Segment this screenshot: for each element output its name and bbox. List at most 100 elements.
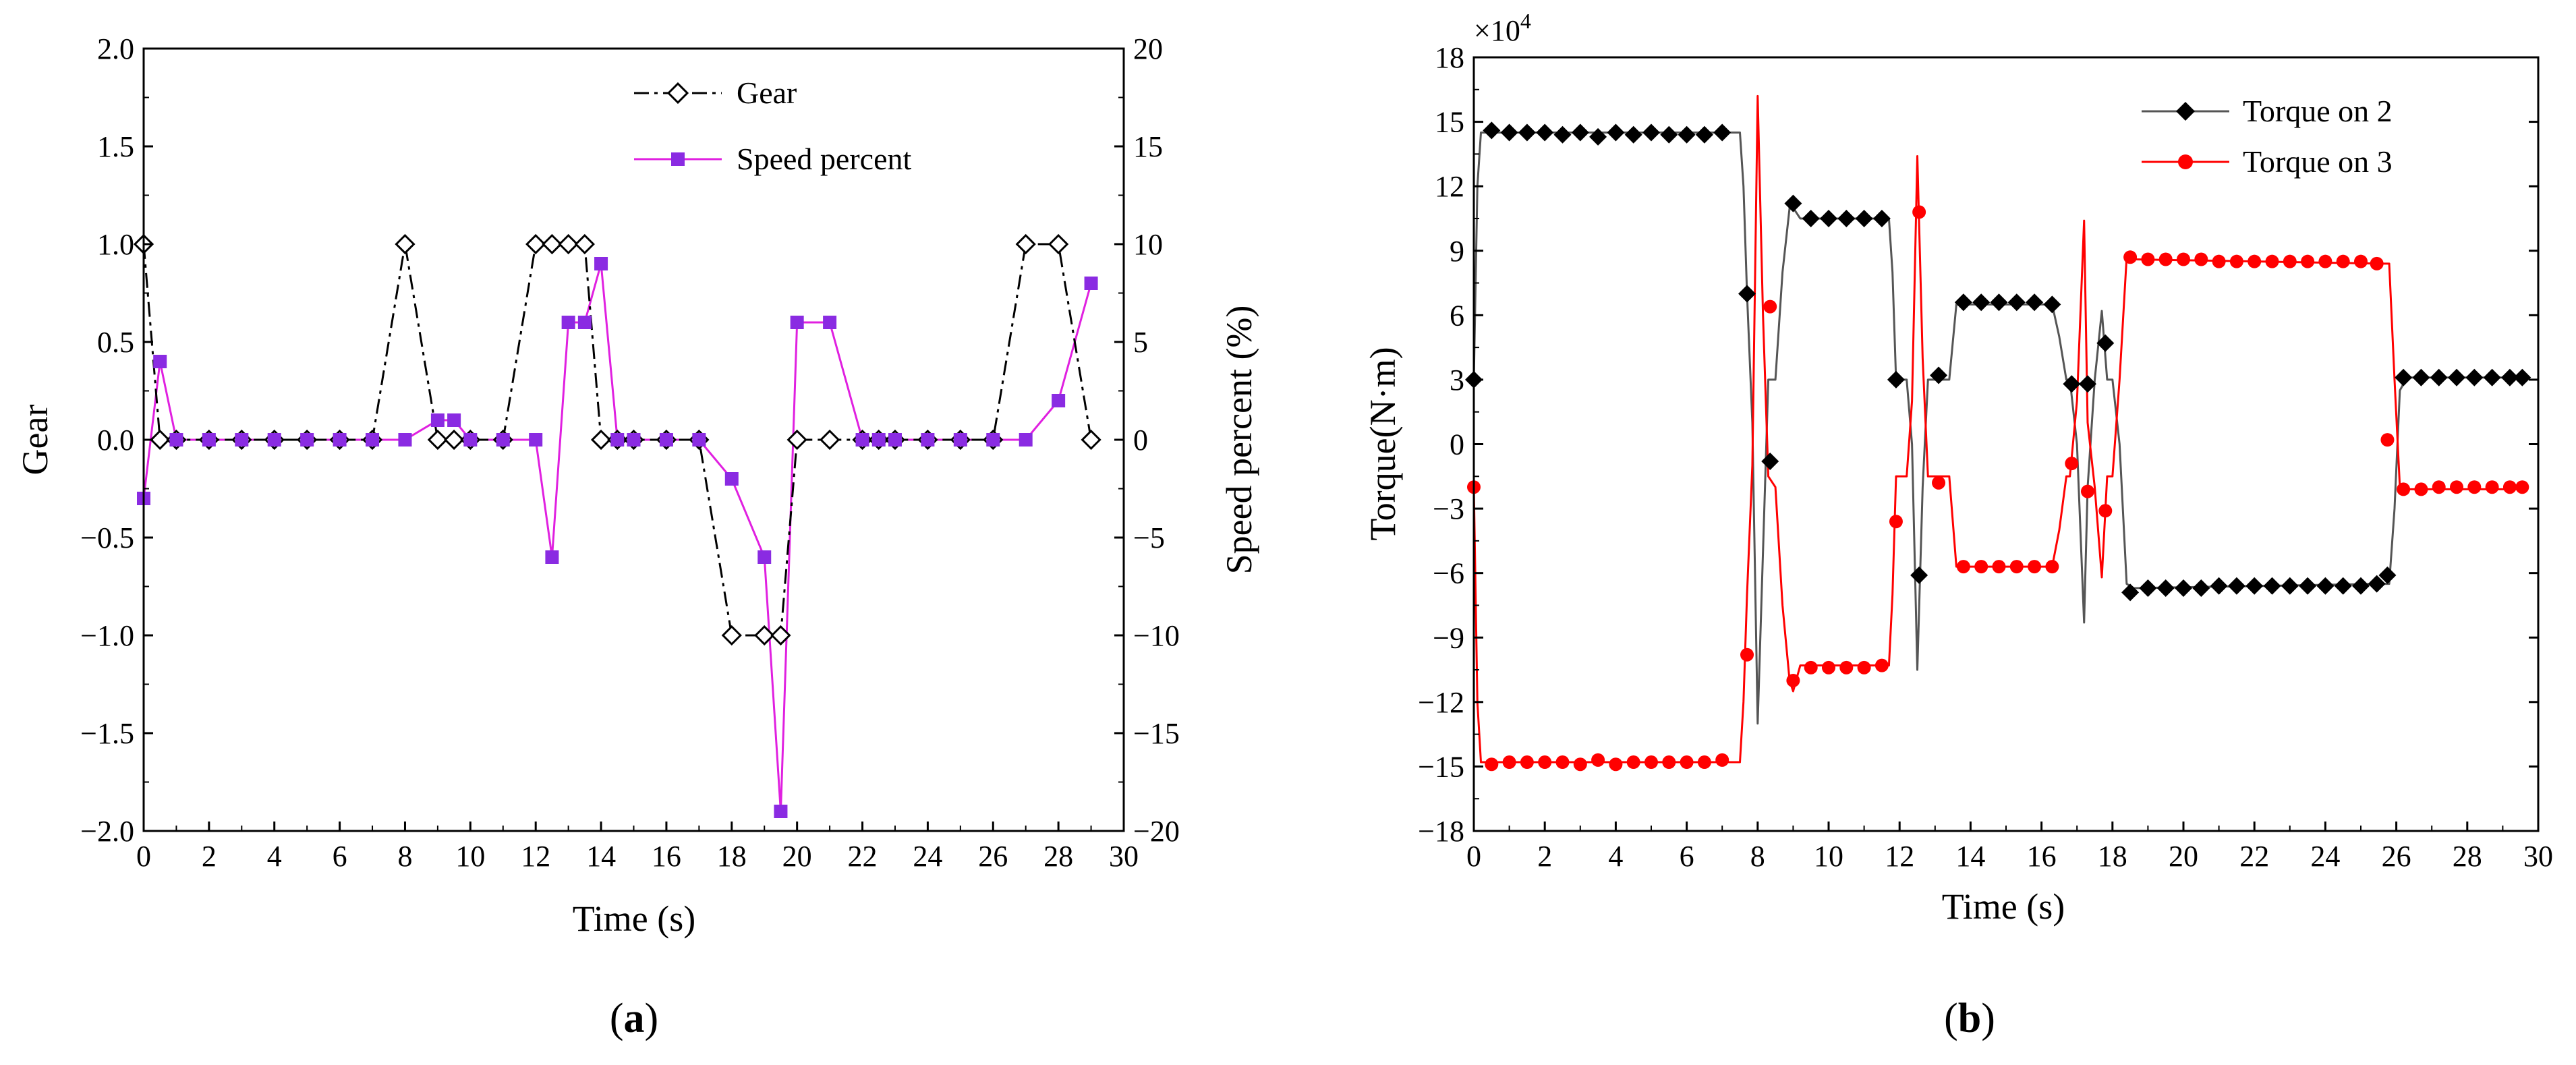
chart-a-x-tick-label: 12 — [521, 840, 550, 873]
speed-percent-point — [594, 257, 608, 270]
torque3-point — [1662, 755, 1676, 770]
torque2-point — [2299, 577, 2317, 595]
chart-b-y-tick-label: −6 — [1433, 557, 1464, 590]
torque3-point — [1956, 560, 1970, 574]
gear-point — [819, 429, 840, 451]
chart-b-y-tick-label: 6 — [1450, 299, 1464, 332]
torque2-point — [2465, 368, 2484, 386]
chart-a-x-tick-label: 14 — [586, 840, 616, 873]
chart-a-x-tick-label: 8 — [397, 840, 412, 873]
torque2-point — [2175, 579, 2192, 597]
chart-a-y2-tick-label: 10 — [1133, 228, 1163, 261]
torque2-point — [2139, 579, 2157, 597]
chart-b-x-tick-label: 28 — [2453, 840, 2482, 873]
speed-percent-point — [153, 355, 167, 368]
torque2-point — [2263, 577, 2281, 595]
torque2-point — [2043, 295, 2061, 314]
torque2-point — [1500, 123, 1518, 142]
torque3-point — [2336, 254, 2350, 268]
torque3-point — [1857, 660, 1871, 674]
speed-percent-point — [463, 433, 478, 447]
speed-percent-point — [757, 550, 772, 564]
chart-b-x-axis-label: Time (s) — [1942, 886, 2065, 927]
chart-a-x-tick-label: 30 — [1109, 840, 1139, 873]
chart-a-y2-tick-label: 5 — [1133, 326, 1148, 359]
torque3-point — [1520, 755, 1534, 770]
chart-a-x-ticks: 0 2 4 6 8 10 12 14 16 18 20 22 24 26 28 30 — [136, 822, 1139, 873]
torque2-point — [2378, 566, 2397, 584]
torque3-point — [2098, 504, 2113, 518]
chart-b-x-tick-label: 30 — [2523, 840, 2553, 873]
chart-a-x-tick-label: 10 — [455, 840, 485, 873]
chart-b-x-tick-label: 26 — [2382, 840, 2411, 873]
torque2-point — [2281, 577, 2299, 595]
torque2-point — [1820, 209, 1837, 227]
speed-percent-point — [545, 550, 559, 564]
legend-speed-marker — [671, 152, 685, 166]
torque2-point — [1660, 125, 1678, 144]
torque2-point — [2334, 577, 2352, 595]
gear-point — [558, 233, 579, 255]
chart-b-y-tick-label: −18 — [1418, 815, 1464, 848]
torque3-point — [1889, 515, 1903, 529]
torque2-point — [1784, 194, 1802, 212]
chart-a-x-tick-label: 18 — [717, 840, 747, 873]
gear-point — [443, 429, 465, 451]
torque3-point — [2467, 480, 2482, 494]
legend-gear-marker — [666, 82, 689, 105]
torque2-point — [1954, 293, 1972, 312]
speed-percent-point — [1052, 394, 1066, 407]
chart-b-y-tick-label: −15 — [1418, 750, 1464, 783]
speed-percent-point — [577, 316, 592, 329]
torque2-point — [1990, 293, 2008, 312]
torque2-point — [2513, 368, 2531, 386]
gear-point — [721, 625, 742, 646]
torque2-point — [2007, 293, 2026, 312]
torque3-point — [1697, 755, 1711, 770]
chart-b-x-ticks: 0 2 4 6 8 10 12 14 16 18 20 22 24 26 28 30 — [1466, 822, 2553, 873]
chart-a-y2-tick-label: 0 — [1133, 424, 1148, 457]
torque3-point — [2380, 433, 2395, 447]
torque3-point — [2450, 480, 2464, 494]
chart-b-y-ticks: 18 15 12 9 6 3 0 −3 −6 −9 −12 −15 −18 — [1418, 41, 2538, 848]
torque3-point — [2248, 254, 2262, 268]
torque3-point — [1573, 757, 1587, 772]
chart-b-x-tick-label: 10 — [1814, 840, 1843, 873]
chart-a: 0 2 4 6 8 10 12 14 16 18 20 22 24 26 28 30 2.01.51.00.5… — [15, 32, 1259, 1041]
chart-a-y2-axis-label: Speed percent (%) — [1219, 306, 1259, 575]
torque2-point — [1910, 566, 1928, 584]
gear-point — [590, 429, 612, 451]
chart-b-y-tick-label: 15 — [1435, 106, 1464, 139]
torque2-point — [2026, 293, 2044, 312]
speed-percent-point — [300, 433, 314, 447]
torque3-point — [1822, 660, 1835, 674]
torque3-point — [1740, 647, 1754, 662]
chart-a-y2-tick-label: −20 — [1133, 815, 1180, 848]
torque3-point — [1974, 560, 1988, 574]
torque3-point — [1485, 757, 1499, 772]
chart-a-x-tick-label: 24 — [913, 840, 942, 873]
gear-point — [395, 233, 416, 255]
chart-b-x-tick-label: 24 — [2310, 840, 2340, 873]
chart-a-y2-ticks: 20 15 10 5 0 −5 −10 −15 −20 — [1114, 32, 1180, 848]
torque3-point — [2265, 254, 2279, 268]
torque2-point — [1930, 366, 1948, 384]
chart-b-x-tick-label: 20 — [2169, 840, 2198, 873]
gear-point — [786, 429, 807, 451]
chart-a-y-axis-label: Gear — [15, 405, 55, 476]
chart-b-x-tick-label: 18 — [2098, 840, 2127, 873]
chart-a-y-tick-label: −2.0 — [80, 815, 134, 848]
speed-percent-point — [610, 433, 625, 447]
torque2-point — [1571, 123, 1589, 142]
torque3-point — [2212, 254, 2226, 268]
chart-b-x-tick-label: 14 — [1955, 840, 1985, 873]
torque3-point — [2028, 560, 2042, 574]
torque2-point — [2430, 368, 2448, 386]
torque3-point — [1502, 755, 1516, 770]
speed-percent-point — [333, 433, 347, 447]
torque3-point — [2301, 254, 2315, 268]
torque2-point — [2121, 583, 2140, 602]
speed-percent-point — [398, 433, 412, 447]
speed-percent-point — [774, 805, 788, 818]
speed-percent-point — [496, 433, 510, 447]
